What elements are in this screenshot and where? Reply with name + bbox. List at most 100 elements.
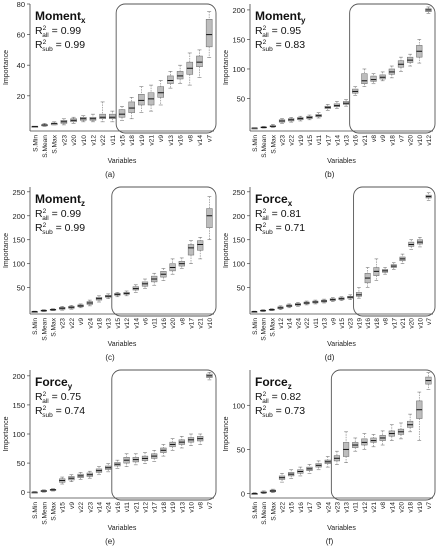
x-axis-label: Variables — [108, 525, 137, 532]
x-tick-label: v18 — [389, 135, 396, 146]
box-v19 — [138, 86, 145, 113]
r2-all-annotation-part: 2 — [263, 25, 267, 32]
box-v9 — [379, 71, 386, 82]
box-v20 — [169, 258, 176, 275]
x-tick-label: v10 — [81, 135, 88, 146]
panel-title: Momenty — [255, 9, 306, 25]
r2-sub-annotation-part: 2 — [263, 405, 267, 412]
r2-all-annotation: R2 all = 0.95 — [255, 25, 301, 39]
y-axis-label: Importance — [3, 233, 10, 268]
y-tick-label: 250 — [12, 188, 25, 197]
x-tick-label: v9 — [316, 502, 323, 509]
r2-sub-annotation: R2 sub = 0.83 — [255, 39, 305, 53]
r2-all-annotation: R2 all = 0.81 — [255, 208, 301, 222]
box-iqr — [128, 101, 135, 113]
panel-title: Forcez — [255, 375, 292, 391]
r2-all-annotation-part: all — [42, 215, 49, 222]
x-tick-label: v19 — [356, 318, 363, 329]
x-tick-label: v6 — [143, 318, 150, 325]
x-tick-label: v10 — [189, 502, 196, 513]
r2-sub-annotation-part: 2 — [43, 39, 47, 46]
y-tick-label: 50 — [237, 95, 245, 104]
y-tick-label: 100 — [12, 430, 25, 439]
title-base: Force — [255, 375, 288, 389]
x-tick-label: v19 — [139, 135, 146, 146]
x-tick-label: v16 — [178, 135, 185, 146]
box-iqr — [167, 75, 174, 84]
x-tick-label: v7 — [207, 502, 214, 509]
highlight-region — [353, 186, 436, 317]
x-tick-label: v8 — [198, 502, 205, 509]
box-v11 — [123, 453, 130, 467]
box-v10 — [80, 115, 87, 123]
box-v14 — [388, 424, 395, 441]
box-v8 — [197, 433, 204, 445]
x-tick-label: v22 — [280, 502, 287, 513]
r2-sub-annotation-part: R — [35, 39, 43, 51]
r2-all-annotation-part: 2 — [43, 25, 47, 32]
box-v15 — [118, 106, 126, 121]
box-v20 — [397, 422, 405, 440]
x-tick-label: v16 — [298, 502, 305, 513]
x-tick-label: v23 — [61, 135, 68, 146]
box-v10 — [206, 196, 213, 241]
box-v19 — [416, 391, 423, 441]
box-v17 — [306, 464, 313, 474]
box-S.Mean — [40, 489, 47, 493]
box-v8 — [382, 267, 389, 275]
box-iqr — [99, 113, 106, 120]
x-tick-label: v11 — [353, 502, 360, 512]
box-v9 — [77, 303, 84, 309]
x-tick-label: v7 — [426, 318, 433, 325]
box-v23 — [347, 294, 354, 300]
title-subscript: y — [68, 382, 73, 391]
x-tick-label: v10 — [207, 318, 214, 329]
y-tick-label: 250 — [232, 188, 245, 197]
x-tick-label: S.Mean — [42, 135, 49, 158]
box-S.Min — [251, 127, 258, 130]
x-tick-label: v11 — [110, 135, 117, 145]
box-v18 — [407, 413, 414, 433]
x-tick-label: v22 — [69, 318, 76, 329]
x-tick-label: v8 — [179, 318, 186, 325]
box-S.Mean — [260, 125, 267, 129]
box-v10 — [416, 237, 423, 248]
x-tick-label: v18 — [97, 318, 104, 329]
x-tick-label: S.Max — [51, 317, 58, 336]
box-v18 — [373, 258, 380, 281]
y-tick-label: 50 — [237, 284, 245, 293]
r2-sub-annotation-part: 2 — [43, 222, 47, 229]
y-tick-label: 100 — [12, 260, 25, 269]
x-tick-label: v22 — [304, 318, 311, 329]
box-v22 — [288, 117, 295, 123]
x-tick-label: v9 — [78, 318, 85, 325]
x-tick-label: v12 — [143, 502, 150, 513]
x-tick-label: v14 — [334, 135, 341, 146]
chart-panel-3: 50 100 150 200 250 Importance S.Min S.Mean S.Max… — [3, 186, 217, 362]
x-tick-label: S.Max — [51, 501, 58, 520]
highlight-region — [330, 369, 436, 501]
x-tick-label: v23 — [334, 502, 341, 513]
x-tick-label: v9 — [330, 318, 337, 325]
y-tick-label: 200 — [232, 212, 245, 221]
box-v16 — [114, 459, 121, 469]
box-v16 — [297, 466, 304, 477]
r2-all-annotation-part: R — [255, 391, 263, 403]
x-tick-label: v22 — [289, 135, 296, 146]
r2-all-annotation-part: all — [262, 32, 269, 39]
r2-sub-annotation-part: sub — [42, 412, 53, 419]
x-tick-label: v22 — [100, 135, 107, 146]
panel-caption: (a) — [105, 170, 115, 179]
r2-sub-annotation-part: R — [255, 222, 263, 234]
box-v7 — [205, 11, 213, 58]
box-v11 — [352, 437, 359, 452]
box-v12 — [361, 433, 368, 450]
box-v19 — [297, 115, 304, 122]
title-base: Moment — [35, 192, 81, 206]
box-iqr — [187, 244, 195, 256]
box-v15 — [306, 114, 313, 121]
x-tick-label: v8 — [380, 502, 387, 509]
panel-caption: (d) — [325, 353, 335, 362]
box-S.Min — [31, 125, 39, 128]
box-iqr — [118, 109, 126, 118]
